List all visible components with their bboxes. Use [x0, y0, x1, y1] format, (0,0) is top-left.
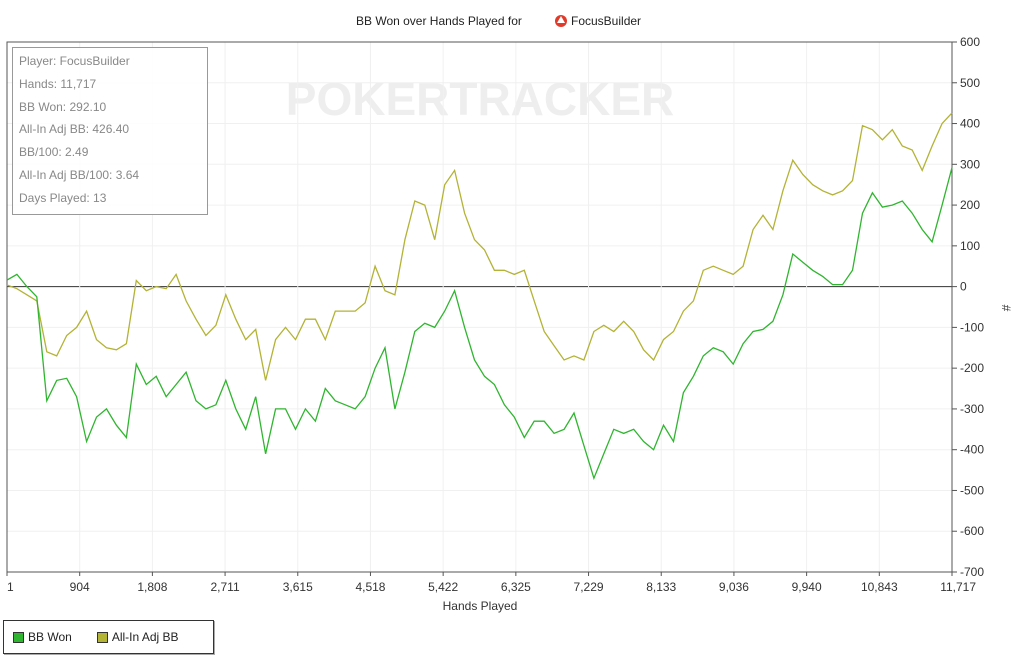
x-tick-label: 9,036: [719, 580, 749, 594]
y-tick-label: -100: [960, 320, 984, 334]
x-tick-label: 6,325: [501, 580, 531, 594]
stat-bb-won: BB Won: 292.10: [19, 99, 107, 114]
legend: BB Won All-In Adj BB: [3, 620, 214, 654]
stat-allin-adj-bb: All-In Adj BB: 426.40: [19, 122, 130, 137]
pokertracker-watermark: POKERTRACKER: [286, 73, 674, 125]
x-tick-label: 1,808: [137, 580, 167, 594]
x-tick-label: 904: [70, 580, 90, 594]
x-tick-label: 9,940: [792, 580, 822, 594]
x-tick-label: 2,711: [211, 580, 240, 594]
legend-label: All-In Adj BB: [111, 630, 179, 644]
plot-area: [6, 41, 953, 573]
stat-days-played: Days Played: 13: [19, 190, 107, 205]
y-tick-label: -600: [960, 524, 984, 538]
chart-title: BB Won over Hands Played for: [356, 14, 522, 28]
x-tick-label: 3,615: [283, 580, 313, 594]
series-line-all-in-adj-bb: [6, 112, 953, 381]
chart-title-player: FocusBuilder: [571, 14, 641, 28]
legend-label: BB Won: [28, 630, 72, 644]
pokerstars-logo-icon: [555, 15, 567, 27]
x-tick-label: 4,518: [355, 580, 385, 594]
y-tick-label: 500: [960, 76, 980, 90]
y-tick-label: 400: [960, 117, 980, 131]
x-tick-label: 5,422: [428, 580, 458, 594]
y-axis-label: #: [999, 305, 1013, 312]
stat-bb100: BB/100: 2.49: [19, 145, 89, 160]
y-tick-label: 600: [960, 35, 980, 49]
y-tick-label: -300: [960, 402, 984, 416]
series-line-bb-won: [6, 167, 953, 481]
allin-adj-bb-swatch: [96, 631, 108, 643]
x-tick-label: 1: [7, 580, 14, 594]
stats-box: Player: FocusBuilder Hands: 11,717 BB Wo…: [12, 47, 208, 215]
y-tick-label: 300: [960, 157, 980, 171]
x-tick-label: 7,229: [574, 580, 604, 594]
y-tick-label: -500: [960, 483, 984, 497]
x-axis-label: Hands Played: [443, 599, 518, 613]
stat-allin-adj-bb100: All-In Adj BB/100: 3.64: [19, 167, 140, 182]
x-tick-label: 8,133: [646, 580, 676, 594]
stat-player: Player: FocusBuilder: [19, 54, 130, 68]
y-tick-label: -400: [960, 443, 984, 457]
legend-item-bb-won[interactable]: BB Won: [13, 630, 72, 644]
y-tick-label: -200: [960, 361, 984, 375]
y-tick-label: 0: [960, 280, 967, 294]
y-tick-label: -700: [960, 565, 984, 579]
legend-item-allin-adj-bb[interactable]: All-In Adj BB: [96, 630, 179, 644]
x-tick-label: 10,843: [861, 580, 898, 594]
bb-won-swatch: [13, 631, 24, 643]
y-tick-label: 100: [960, 239, 980, 253]
x-tick-label: 11,717: [940, 580, 976, 594]
y-tick-label: 200: [960, 198, 980, 212]
stat-hands: Hands: 11,717: [19, 76, 97, 91]
